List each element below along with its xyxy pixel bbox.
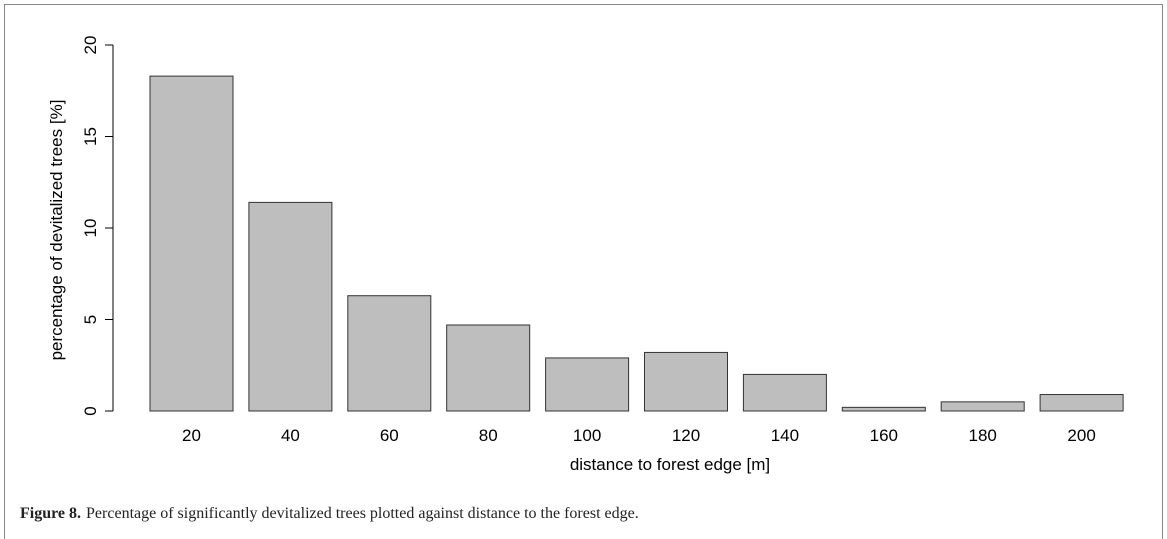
y-tick-label: 15 [81, 127, 100, 146]
y-tick-label: 10 [81, 219, 100, 238]
x-tick-label: 120 [672, 426, 700, 445]
x-tick-label: 180 [969, 426, 997, 445]
bar [347, 295, 432, 412]
x-tick-label: 80 [479, 426, 498, 445]
bar [446, 324, 531, 412]
y-tick-label: 20 [81, 36, 100, 55]
figure-frame [4, 4, 1163, 539]
x-tick-label: 140 [771, 426, 799, 445]
bar [841, 406, 926, 412]
caption: Figure 8. Percentage of significantly dev… [20, 505, 639, 522]
y-axis-label: percentage of devitalized trees [%] [47, 100, 66, 361]
x-axis-label: distance to forest edge [m] [570, 455, 770, 474]
caption-text: Percentage of significantly devitalized … [86, 505, 639, 522]
bar [742, 373, 827, 412]
caption-label: Figure 8. [20, 505, 81, 522]
y-tick-label: 0 [81, 406, 100, 415]
bar [1039, 394, 1124, 412]
bar [644, 351, 728, 412]
x-tick-label: 20 [182, 426, 201, 445]
x-tick-label: 160 [870, 426, 898, 445]
x-tick-label: 100 [573, 426, 601, 445]
bar [545, 357, 630, 412]
bar [940, 401, 1025, 412]
bar [248, 201, 333, 412]
x-tick-label: 200 [1067, 426, 1095, 445]
bar [149, 75, 234, 412]
x-tick-label: 40 [281, 426, 300, 445]
x-tick-label: 60 [380, 426, 399, 445]
y-tick-label: 5 [81, 315, 100, 324]
